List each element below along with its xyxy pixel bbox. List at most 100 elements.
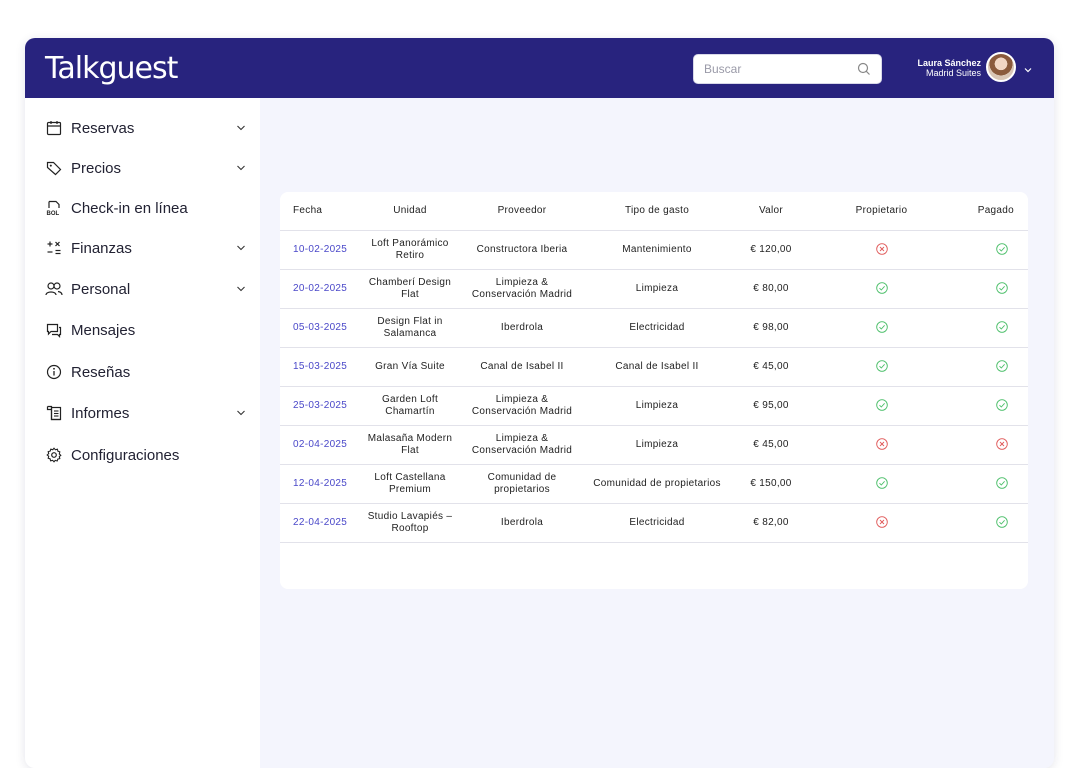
tag-icon — [45, 159, 63, 177]
column-header[interactable]: Unidad — [358, 192, 462, 231]
value-cell: € 45,00 — [732, 347, 810, 387]
provider-cell: Limpieza & Conservación Madrid — [462, 425, 582, 465]
table-row[interactable]: 20-02-2025 Chamberí Design Flat Limpieza &… — [280, 269, 1028, 309]
provider-cell: Canal de Isabel II — [462, 347, 582, 387]
check-circle-icon — [996, 243, 1008, 255]
date-link[interactable]: 05-03-2025 — [280, 308, 358, 348]
paid-status-cell — [953, 269, 1028, 309]
expenses-card: Fecha Unidad Proveedor Tipo de gasto Val… — [280, 192, 1028, 589]
expenses-table: Fecha Unidad Proveedor Tipo de gasto Val… — [280, 192, 1028, 543]
check-circle-icon — [875, 360, 888, 372]
table-row[interactable]: 02-04-2025 Malasaña Modern Flat Limpieza &… — [280, 425, 1028, 465]
provider-cell: Iberdrola — [462, 503, 582, 543]
date-link[interactable]: 12-04-2025 — [280, 464, 358, 504]
paid-status-cell — [953, 386, 1028, 426]
expense-type-cell: Mantenimiento — [582, 230, 732, 270]
date-link[interactable]: 10-02-2025 — [280, 230, 358, 270]
chevron-down-icon — [235, 242, 247, 254]
table-row[interactable]: 15-03-2025 Gran Vía Suite Canal de Isabel … — [280, 347, 1028, 387]
table-header-row: Fecha Unidad Proveedor Tipo de gasto Val… — [280, 192, 1028, 231]
provider-cell: Iberdrola — [462, 308, 582, 348]
column-header[interactable]: Proveedor — [462, 192, 582, 231]
value-cell: € 150,00 — [732, 464, 810, 504]
value-cell: € 98,00 — [732, 308, 810, 348]
owner-status-cell — [810, 230, 953, 270]
date-link[interactable]: 25-03-2025 — [280, 386, 358, 426]
search-box[interactable] — [693, 54, 882, 84]
value-cell: € 95,00 — [732, 386, 810, 426]
sidebar-item-reservas[interactable]: Reservas — [45, 116, 247, 140]
logo: Talkguest — [45, 51, 178, 86]
expense-type-cell: Electricidad — [582, 503, 732, 543]
value-cell: € 82,00 — [732, 503, 810, 543]
paid-status-cell — [953, 308, 1028, 348]
unit-cell: Chamberí Design Flat — [358, 269, 462, 309]
date-link[interactable]: 22-04-2025 — [280, 503, 358, 543]
provider-cell: Comunidad de propietarios — [462, 464, 582, 504]
check-circle-icon — [996, 516, 1008, 528]
date-link[interactable]: 15-03-2025 — [280, 347, 358, 387]
expense-type-cell: Canal de Isabel II — [582, 347, 732, 387]
owner-status-cell — [810, 425, 953, 465]
date-link[interactable]: 02-04-2025 — [280, 425, 358, 465]
check-circle-icon — [875, 282, 888, 294]
check-circle-icon — [996, 360, 1008, 372]
paid-status-cell — [953, 230, 1028, 270]
sidebar-item-label: Reseñas — [71, 363, 131, 381]
sidebar-item-label: Check-in en línea — [71, 199, 188, 217]
chat-icon — [45, 321, 63, 339]
sidebar: Reservas Precios BOL Check-in en línea F… — [25, 98, 260, 768]
users-icon — [45, 280, 63, 298]
paid-status-cell — [953, 503, 1028, 543]
sidebar-item-label: Mensajes — [71, 321, 136, 339]
value-cell: € 45,00 — [732, 425, 810, 465]
table-row[interactable]: 05-03-2025 Design Flat in Salamanca Iberdr… — [280, 308, 1028, 348]
table-row[interactable]: 25-03-2025 Garden Loft Chamartín Limpieza … — [280, 386, 1028, 426]
avatar[interactable] — [986, 52, 1016, 82]
date-link[interactable]: 20-02-2025 — [280, 269, 358, 309]
expense-type-cell: Limpieza — [582, 425, 732, 465]
calendar-icon — [45, 119, 63, 137]
paid-status-cell — [953, 425, 1028, 465]
sidebar-item-informes[interactable]: Informes — [45, 401, 247, 425]
chevron-down-icon — [235, 162, 247, 174]
expense-type-cell: Limpieza — [582, 269, 732, 309]
column-header[interactable]: Fecha — [280, 192, 358, 231]
search-icon[interactable] — [857, 62, 871, 81]
sidebar-item-label: Finanzas — [71, 239, 132, 257]
main-content: Fecha Unidad Proveedor Tipo de gasto Val… — [260, 98, 1054, 768]
chevron-down-icon[interactable] — [1023, 62, 1033, 80]
table-row[interactable]: 22-04-2025 Studio Lavapiés – Rooftop Iberd… — [280, 503, 1028, 543]
check-circle-icon — [996, 282, 1008, 294]
sidebar-item-check-in[interactable]: BOL Check-in en línea — [45, 196, 247, 220]
chevron-down-icon — [235, 283, 247, 295]
sidebar-item-label: Personal — [71, 280, 131, 298]
column-header[interactable]: Pagado — [953, 192, 1028, 231]
sidebar-item-finanzas[interactable]: Finanzas — [45, 236, 247, 260]
column-header[interactable]: Tipo de gasto — [582, 192, 732, 231]
sidebar-item-configuraciones[interactable]: Configuraciones — [45, 443, 247, 467]
value-cell: € 80,00 — [732, 269, 810, 309]
sidebar-item-personal[interactable]: Personal — [45, 277, 247, 301]
column-header[interactable]: Propietario — [810, 192, 953, 231]
sidebar-item-mensajes[interactable]: Mensajes — [45, 318, 247, 342]
column-header[interactable]: Valor — [732, 192, 810, 231]
paid-status-cell — [953, 347, 1028, 387]
bol-document-icon: BOL — [45, 199, 63, 217]
owner-status-cell — [810, 347, 953, 387]
sidebar-item-precios[interactable]: Precios — [45, 156, 247, 180]
unit-cell: Studio Lavapiés – Rooftop — [358, 503, 462, 543]
search-input[interactable] — [704, 60, 854, 78]
owner-status-cell — [810, 386, 953, 426]
table-row[interactable]: 12-04-2025 Loft Castellana Premium Comunid… — [280, 464, 1028, 504]
unit-cell: Loft Panorámico Retiro — [358, 230, 462, 270]
unit-cell: Gran Vía Suite — [358, 347, 462, 387]
table-row[interactable]: 10-02-2025 Loft Panorámico Retiro Construc… — [280, 230, 1028, 270]
user-info[interactable]: Laura Sánchez Madrid Suites — [895, 58, 981, 78]
provider-cell: Limpieza & Conservación Madrid — [462, 269, 582, 309]
owner-status-cell — [810, 503, 953, 543]
sidebar-item-resenas[interactable]: Reseñas — [45, 360, 247, 384]
unit-cell: Malasaña Modern Flat — [358, 425, 462, 465]
x-circle-icon — [996, 438, 1008, 450]
expense-type-cell: Limpieza — [582, 386, 732, 426]
